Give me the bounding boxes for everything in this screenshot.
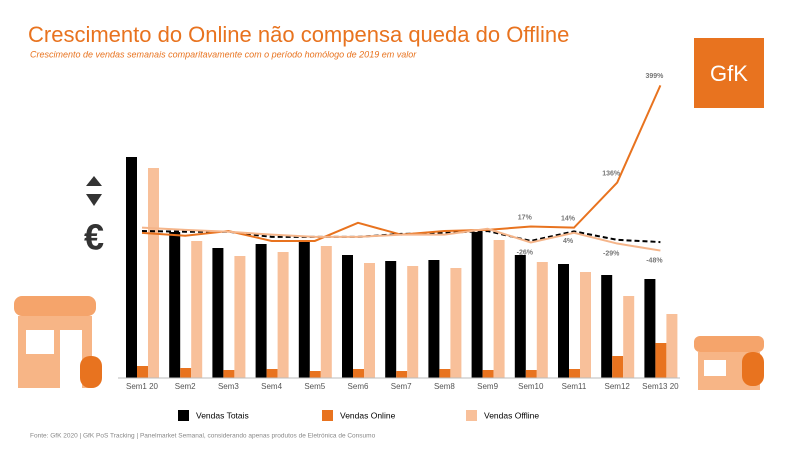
awning bbox=[694, 336, 764, 352]
chart-title: Crescimento do Online não compensa queda… bbox=[28, 22, 569, 47]
bar bbox=[234, 256, 246, 378]
bar bbox=[212, 248, 224, 378]
bar bbox=[623, 296, 635, 378]
bar bbox=[266, 369, 278, 378]
bar bbox=[277, 252, 289, 378]
x-tick-label: Sem7 bbox=[391, 382, 412, 391]
x-tick-label: Sem1 20 bbox=[126, 382, 159, 391]
x-tick-label: Sem12 bbox=[605, 382, 631, 391]
legend-swatch bbox=[466, 410, 477, 421]
data-label: 4% bbox=[563, 238, 574, 245]
euro-icon: € bbox=[84, 217, 104, 258]
shop-window bbox=[26, 330, 54, 354]
bar bbox=[353, 369, 364, 378]
bar bbox=[439, 369, 451, 378]
legend-swatch bbox=[178, 410, 189, 421]
bar bbox=[514, 255, 526, 378]
shop-icon-right bbox=[694, 336, 764, 390]
bar bbox=[666, 314, 678, 378]
mouse bbox=[80, 356, 102, 388]
bar bbox=[180, 368, 192, 378]
bar bbox=[126, 157, 137, 378]
bar bbox=[137, 366, 148, 378]
chart-subtitle: Crescimento de vendas semanais comparita… bbox=[30, 49, 417, 59]
bar bbox=[223, 370, 235, 378]
bar bbox=[298, 240, 310, 378]
bar bbox=[342, 255, 353, 378]
x-tick-label: Sem3 bbox=[218, 382, 239, 391]
bar bbox=[644, 279, 656, 378]
x-tick-label: Sem5 bbox=[304, 382, 325, 391]
bar bbox=[536, 262, 548, 378]
bar bbox=[493, 240, 505, 378]
bar bbox=[191, 241, 203, 378]
legend-label: Vendas Totais bbox=[196, 410, 249, 420]
data-label: 17% bbox=[518, 214, 533, 221]
shop-window bbox=[704, 360, 726, 376]
x-tick-label: Sem11 bbox=[562, 382, 587, 391]
logo-box bbox=[694, 38, 764, 108]
bar bbox=[525, 370, 537, 378]
data-label: -26% bbox=[517, 249, 534, 256]
bar bbox=[148, 168, 159, 378]
bar bbox=[309, 371, 321, 378]
x-tick-label: Sem4 bbox=[261, 382, 282, 391]
line bbox=[141, 84, 662, 242]
bar bbox=[169, 232, 181, 378]
x-tick-label: Sem6 bbox=[348, 382, 369, 391]
line bbox=[141, 226, 661, 252]
data-label: -48% bbox=[646, 257, 663, 264]
data-label: 399% bbox=[645, 73, 664, 80]
awning bbox=[14, 296, 96, 316]
source-note: Fonte: GfK 2020 | GfK PoS Tracking | Pan… bbox=[30, 433, 376, 440]
x-tick-label: Sem13 20 bbox=[642, 382, 679, 391]
data-label: 14% bbox=[561, 215, 576, 222]
bar bbox=[407, 266, 419, 378]
logo: GfK bbox=[694, 38, 764, 108]
shop-door bbox=[60, 330, 82, 388]
bar bbox=[385, 261, 397, 378]
bar bbox=[471, 232, 483, 378]
bar bbox=[396, 371, 408, 378]
data-label: 136% bbox=[602, 170, 621, 177]
x-tick-label: Sem8 bbox=[434, 382, 455, 391]
legend-label: Vendas Offline bbox=[484, 410, 539, 420]
arrow-down bbox=[86, 194, 102, 206]
legend-label: Vendas Online bbox=[340, 410, 396, 420]
bar bbox=[428, 260, 440, 378]
bar bbox=[364, 263, 375, 378]
bar bbox=[569, 369, 580, 378]
arrows-icon: € bbox=[84, 176, 104, 258]
bar bbox=[601, 275, 613, 378]
data-label: -29% bbox=[603, 250, 620, 257]
mouse bbox=[742, 352, 764, 386]
bar bbox=[558, 264, 569, 378]
bar bbox=[580, 272, 591, 378]
bar bbox=[482, 370, 494, 378]
x-tick-label: Sem10 bbox=[518, 382, 544, 391]
bar bbox=[612, 356, 624, 378]
x-tick-label: Sem9 bbox=[477, 382, 498, 391]
bar bbox=[450, 268, 462, 378]
logo-text: GfK bbox=[710, 61, 748, 86]
legend-swatch bbox=[322, 410, 333, 421]
bar bbox=[320, 246, 332, 378]
arrow-up bbox=[86, 176, 102, 186]
shop-icon-left bbox=[14, 296, 102, 388]
bar bbox=[255, 244, 267, 378]
bar bbox=[655, 343, 667, 378]
x-tick-label: Sem2 bbox=[175, 382, 196, 391]
